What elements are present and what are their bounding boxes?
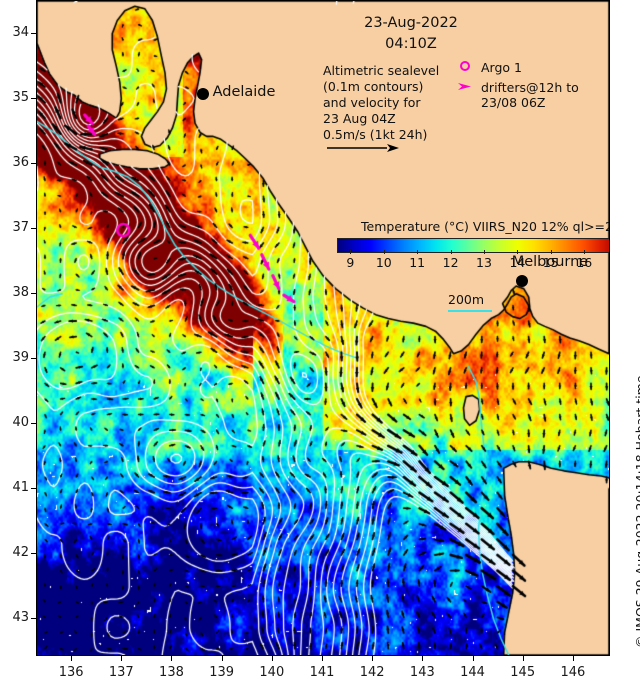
lat-tick-mark [31, 97, 36, 99]
lon-tick-label: 144 [460, 665, 485, 680]
colorbar-tick-mark [517, 250, 519, 254]
lat-tick-label: 35 [12, 89, 29, 105]
lat-tick-mark [31, 422, 36, 424]
lat-tick-label: 40 [12, 414, 29, 430]
date-label: 23-Aug-2022 [364, 15, 458, 31]
credit-text: © IMOS 29-Aug-2022 20:14:18 Hobart time [633, 375, 640, 648]
latitude-axis: 34 35 36 37 38 39 40 41 42 43 [0, 0, 36, 656]
lon-tick-label: 143 [409, 665, 435, 680]
bathymetry-legend: 200m [448, 292, 492, 312]
colorbar-tick-mark [417, 250, 419, 254]
lat-tick-mark [31, 227, 36, 229]
lon-tick-mark [71, 656, 73, 661]
lat-tick-mark [31, 488, 36, 490]
lon-tick-mark [121, 656, 123, 661]
lat-tick-label: 39 [12, 349, 29, 365]
colorbar-tick-label: 16 [576, 255, 593, 270]
lon-tick-label: 140 [259, 665, 285, 680]
lon-tick-mark [572, 656, 574, 661]
lat-tick-mark [31, 292, 36, 294]
lon-tick-label: 139 [209, 665, 235, 680]
legend-row-drifters: drifters@12h to 23/08 06Z [457, 79, 609, 110]
colorbar-tick-label: 15 [542, 255, 559, 270]
colorbar-tick-mark [550, 250, 552, 254]
lat-tick-mark [31, 162, 36, 164]
sealevel-description: Altimetric sealevel (0.1m contours) and … [323, 63, 493, 142]
colorbar-tick-label: 12 [442, 255, 459, 270]
credit-block: © IMOS 29-Aug-2022 20:14:18 Hobart time [612, 0, 640, 656]
lon-tick-mark [322, 656, 323, 661]
lon-tick-mark [422, 656, 424, 661]
legend-row-argo: Argo 1 [457, 59, 609, 76]
longitude-axis: 136 137 138 139 140 141 142 143 144 145 146 [36, 656, 610, 700]
legend-label-argo: Argo 1 [481, 60, 522, 75]
lat-tick-mark [31, 32, 36, 34]
city-label-adelaide: Adelaide [212, 84, 276, 101]
argo-circle-icon [457, 59, 481, 76]
desc-line-2: and velocity for [323, 94, 421, 110]
lon-tick-mark [221, 656, 223, 661]
desc-line-3: 23 Aug 04Z [323, 110, 396, 126]
lon-tick-label: 146 [560, 665, 586, 680]
lat-tick-label: 38 [12, 284, 29, 300]
lat-tick-label: 43 [12, 610, 29, 626]
marker-legend: Argo 1 drifters@12h to 23/08 06Z [457, 59, 609, 113]
time-label: 04:10Z [385, 36, 437, 53]
lat-tick-label: 42 [12, 545, 29, 561]
desc-line-0: Altimetric sealevel [323, 63, 440, 78]
city-dot-icon [196, 88, 209, 101]
colorbar-tick-label: 13 [476, 255, 492, 270]
lat-tick-label: 34 [12, 24, 29, 40]
colorbar-tick-labels: 91011121314151617 [337, 250, 609, 272]
lon-tick-mark [472, 656, 474, 661]
lon-tick-mark [372, 656, 374, 661]
bathy-legend-label: 200m [448, 292, 485, 307]
colorbar-tick-label: 9 [346, 255, 355, 270]
lat-tick-mark [31, 553, 36, 555]
lat-tick-label: 37 [12, 219, 29, 235]
lat-tick-label: 41 [12, 480, 29, 496]
bathy-legend-line [448, 310, 492, 312]
desc-line-4: 0.5m/s (1kt 24h) [323, 126, 428, 142]
drifter-arrow-icon [457, 79, 481, 96]
colorbar-tick-mark [584, 250, 586, 254]
lon-tick-label: 136 [58, 665, 84, 680]
lon-tick-label: 138 [159, 665, 184, 680]
city-dot-icon [515, 275, 528, 288]
colorbar-tick-label: 11 [409, 255, 426, 270]
temperature-colorbar [337, 238, 609, 253]
colorbar-tick-mark [484, 250, 485, 254]
desc-line-1: (0.1m contours) [323, 78, 424, 94]
city-label-melbourne: Melbourne [511, 254, 589, 271]
lat-tick-label: 36 [12, 154, 29, 170]
lat-tick-mark [31, 618, 36, 620]
overlay-layer-vectors-contours [37, 1, 609, 655]
legend-label-drifters: drifters@12h to 23/08 06Z [481, 80, 579, 110]
colorbar-tick-mark [350, 250, 352, 254]
lon-tick-label: 141 [309, 665, 335, 680]
datetime-stamp: 23-Aug-2022 04:10Z [321, 13, 501, 55]
lat-tick-mark [31, 357, 36, 359]
velocity-scale-arrow-icon [327, 144, 399, 152]
lon-tick-label: 137 [108, 665, 134, 680]
colorbar-title: Temperature (°C) VIIRS_N20 12% ql>=2 [361, 219, 610, 234]
lon-tick-mark [171, 656, 173, 661]
lon-tick-mark [271, 656, 273, 661]
colorbar-tick-mark [450, 250, 452, 254]
map-plot-area[interactable]: 23-Aug-2022 04:10Z Altimetric sealevel (… [36, 0, 610, 656]
colorbar-tick-label: 14 [509, 255, 526, 270]
colorbar-tick-mark [383, 250, 385, 254]
colorbar-tick-label: 10 [375, 255, 392, 270]
lon-tick-label: 142 [359, 665, 385, 680]
lon-tick-mark [522, 656, 524, 661]
lon-tick-label: 145 [510, 665, 536, 680]
